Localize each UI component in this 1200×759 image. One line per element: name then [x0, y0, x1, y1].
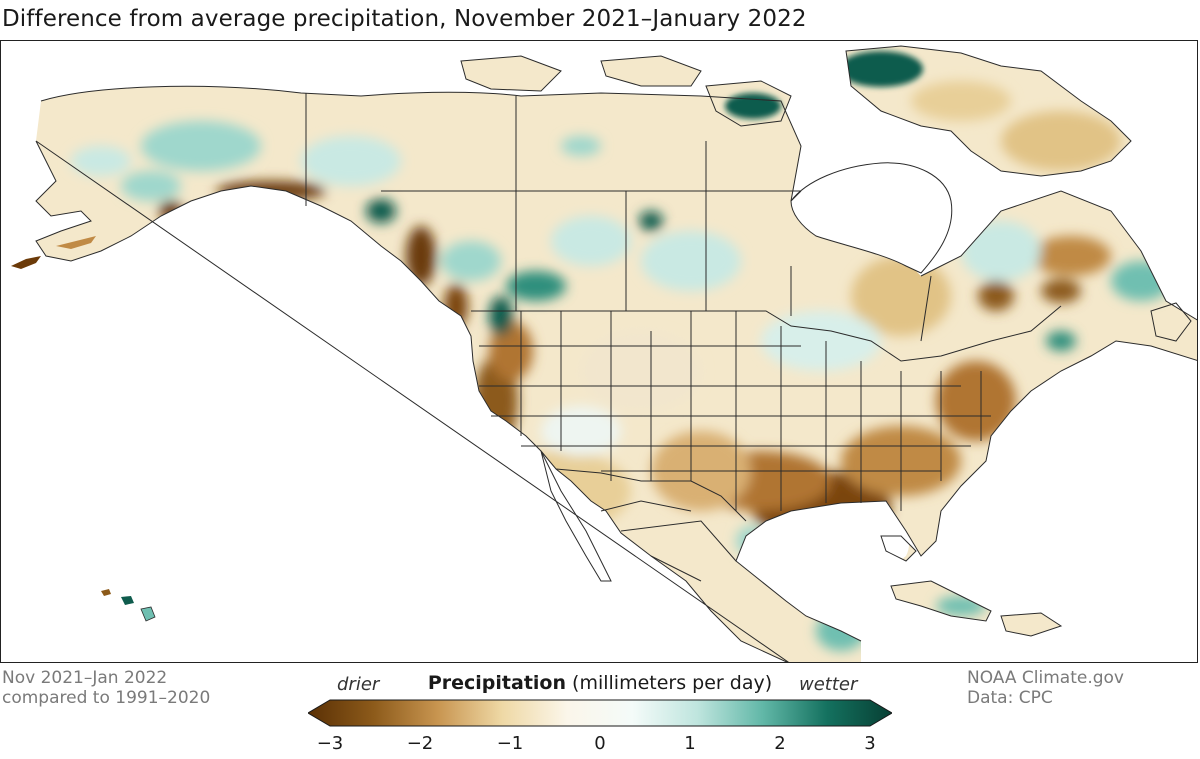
period-note: Nov 2021–Jan 2022 compared to 1991–2020	[2, 668, 210, 708]
wetter-label: wetter	[799, 674, 858, 695]
map-title: Difference from average precipitation, N…	[2, 6, 807, 32]
legend-title-units: (millimeters per day)	[572, 672, 773, 694]
credit-line: NOAA Climate.gov	[966, 668, 1124, 688]
scale-tick-label: 2	[774, 733, 786, 754]
color-scale-gradient	[308, 699, 892, 727]
legend-title: Precipitation (millimeters per day)	[300, 672, 900, 694]
credit-note: NOAA Climate.gov Data: CPC	[967, 668, 1124, 708]
borders	[35, 45, 1197, 662]
scale-tick-label: −3	[316, 733, 344, 754]
scale-tick-label: 3	[864, 733, 876, 754]
scale-tick-label: 0	[594, 733, 606, 754]
north-america-map	[1, 41, 1197, 662]
scale-tick-label: −2	[406, 733, 434, 754]
drier-label: drier	[337, 674, 380, 695]
period-line: Nov 2021–Jan 2022	[2, 668, 168, 688]
hawaii-islands	[101, 589, 156, 622]
baseline-line: compared to 1991–2020	[2, 688, 211, 708]
legend-title-variable: Precipitation	[427, 672, 566, 694]
color-scale-bar	[308, 699, 892, 727]
scale-tick-label: −1	[496, 733, 524, 754]
aleutian-islands	[11, 236, 96, 269]
scale-tick-label: 1	[684, 733, 696, 754]
precipitation-map	[0, 40, 1198, 663]
data-source-line: Data: CPC	[966, 688, 1053, 708]
